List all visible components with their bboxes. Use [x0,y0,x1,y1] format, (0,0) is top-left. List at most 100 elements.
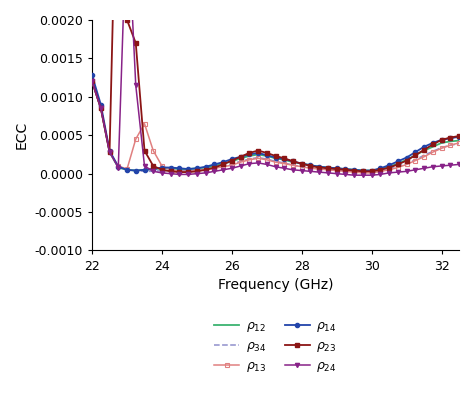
$\rho_{12}$ [150,166,156,171]
$\rho_{24}$ [430,164,436,169]
$\rho_{34}$ [290,163,296,168]
$\rho_{23}$ [220,162,226,167]
$\rho_{13}$ [404,162,410,167]
$\rho_{24}$ [308,169,313,174]
$\rho_{13}$ [124,166,130,171]
$\rho_{13}$ [316,166,322,171]
$\rho_{13}$ [116,163,121,168]
$\rho_{34}$ [150,169,156,174]
$\rho_{12}$ [438,141,444,146]
$\rho_{14}$ [421,144,427,149]
$\rho_{13}$ [334,168,339,173]
$\rho_{13}$ [430,150,436,155]
$\rho_{13}$ [421,154,427,159]
$\rho_{23}$ [299,161,305,166]
$\rho_{12}$ [194,166,200,171]
$\rho_{34}$ [177,168,182,173]
$\rho_{14}$ [107,148,112,153]
$\rho_{14}$ [203,164,209,169]
$\rho_{14}$ [220,160,226,165]
$\rho_{34}$ [220,163,226,168]
$\rho_{24}$ [290,167,296,172]
$\rho_{14}$ [185,166,191,171]
$\rho_{24}$ [412,167,418,172]
$\rho_{14}$ [299,161,305,166]
$\rho_{23}$ [89,79,95,84]
$\rho_{14}$ [369,168,374,173]
$\rho_{13}$ [369,171,374,176]
$\rho_{14}$ [412,150,418,155]
$\rho_{12}$ [220,161,226,166]
$\rho_{12}$ [447,139,453,144]
$\rho_{13}$ [447,143,453,148]
$\rho_{34}$ [107,150,112,155]
$\rho_{24}$ [386,171,392,176]
$\rho_{23}$ [159,167,165,172]
$\rho_{14}$ [264,153,270,158]
$\rho_{23}$ [211,165,217,170]
$\rho_{14}$ [290,159,296,164]
$\rho_{23}$ [133,40,138,45]
$\rho_{34}$ [386,166,392,171]
$\rho_{13}$ [325,167,331,172]
$\rho_{23}$ [255,148,261,153]
$\rho_{14}$ [456,134,462,139]
$\rho_{24}$ [142,163,147,168]
$\rho_{24}$ [360,173,366,178]
$\rho_{23}$ [308,163,313,168]
$\rho_{13}$ [456,141,462,146]
$\rho_{12}$ [98,106,104,111]
$\rho_{14}$ [177,166,182,171]
Line: $\rho_{34}$: $\rho_{34}$ [92,81,459,171]
$\rho_{23}$ [229,158,235,163]
$\rho_{12}$ [404,157,410,162]
$\rho_{14}$ [334,166,339,171]
$\rho_{34}$ [264,156,270,161]
$\rho_{12}$ [360,168,366,173]
$\rho_{23}$ [421,147,427,152]
$\rho_{23}$ [386,165,392,170]
$\rho_{12}$ [343,166,348,171]
$\rho_{23}$ [369,169,374,174]
$\rho_{14}$ [255,151,261,156]
$\rho_{14}$ [229,156,235,161]
$\rho_{13}$ [194,168,200,173]
$\rho_{14}$ [238,154,244,159]
$\rho_{24}$ [377,172,383,177]
$\rho_{12}$ [430,144,436,149]
$\rho_{13}$ [89,79,95,84]
$\rho_{23}$ [203,167,209,172]
$\rho_{34}$ [447,143,453,148]
$\rho_{13}$ [177,169,182,174]
$\rho_{24}$ [404,169,410,174]
$\rho_{14}$ [360,168,366,173]
$\rho_{23}$ [404,158,410,163]
$\rho_{14}$ [404,155,410,160]
$\rho_{24}$ [246,161,252,166]
$\rho_{14}$ [150,166,156,171]
$\rho_{34}$ [89,79,95,84]
$\rho_{24}$ [316,170,322,175]
$\rho_{14}$ [133,168,138,173]
$\rho_{24}$ [438,163,444,168]
$\rho_{24}$ [211,169,217,174]
$\rho_{24}$ [150,169,156,174]
$\rho_{34}$ [203,166,209,171]
$\rho_{23}$ [168,169,173,174]
$\rho_{12}$ [142,167,147,172]
$\rho_{24}$ [107,150,112,155]
$\rho_{34}$ [343,167,348,172]
$\rho_{23}$ [142,148,147,153]
$\rho_{13}$ [203,167,209,172]
$\rho_{12}$ [282,157,287,162]
$\rho_{13}$ [220,164,226,169]
$\rho_{34}$ [377,167,383,172]
$\rho_{34}$ [229,161,235,166]
$\rho_{14}$ [377,166,383,171]
$\rho_{24}$ [299,168,305,173]
$\rho_{14}$ [116,164,121,169]
$\rho_{12}$ [412,153,418,158]
$\rho_{12}$ [168,166,173,171]
$\rho_{12}$ [299,161,305,166]
$\rho_{12}$ [124,167,130,172]
